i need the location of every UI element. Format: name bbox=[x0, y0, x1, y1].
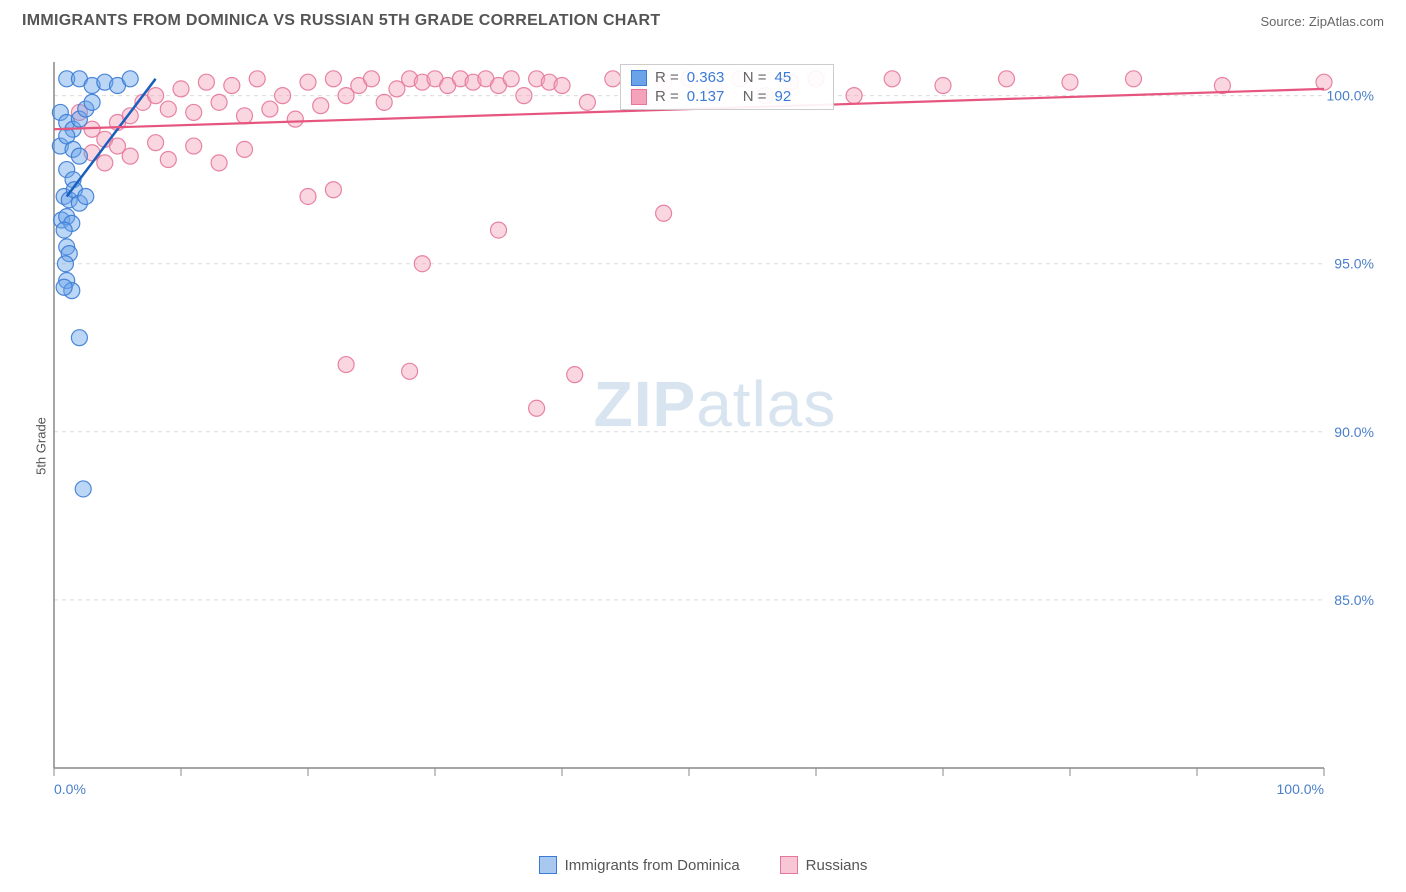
legend-swatch-russians bbox=[780, 856, 798, 874]
source-label: Source: ZipAtlas.com bbox=[1260, 14, 1384, 29]
n-value-dominica: 45 bbox=[775, 69, 823, 86]
correlation-stats-box: R = 0.363 N = 45 R = 0.137 N = 92 bbox=[620, 64, 834, 110]
y-axis-label: 5th Grade bbox=[33, 417, 48, 475]
svg-text:90.0%: 90.0% bbox=[1334, 424, 1374, 440]
r-value-dominica: 0.363 bbox=[687, 69, 735, 86]
r-label: R = bbox=[655, 88, 679, 105]
swatch-russians bbox=[631, 89, 647, 105]
n-value-russians: 92 bbox=[775, 88, 823, 105]
svg-text:100.0%: 100.0% bbox=[1327, 88, 1374, 104]
header: IMMIGRANTS FROM DOMINICA VS RUSSIAN 5TH … bbox=[0, 0, 1406, 38]
scatter-plot-svg: 85.0% 90.0% 95.0% 100.0% 0.0% 100.0% bbox=[50, 56, 1380, 796]
r-label: R = bbox=[655, 69, 679, 86]
n-label: N = bbox=[743, 69, 767, 86]
legend-item-russians: Russians bbox=[780, 856, 868, 874]
legend-label-russians: Russians bbox=[806, 857, 868, 874]
legend-label-dominica: Immigrants from Dominica bbox=[565, 857, 740, 874]
svg-text:0.0%: 0.0% bbox=[54, 781, 86, 796]
stat-row-dominica: R = 0.363 N = 45 bbox=[631, 69, 823, 86]
svg-text:95.0%: 95.0% bbox=[1334, 256, 1374, 272]
bottom-legend: Immigrants from Dominica Russians bbox=[0, 856, 1406, 874]
stat-row-russians: R = 0.137 N = 92 bbox=[631, 88, 823, 105]
chart-area: 85.0%90.0%95.0%100.0%0.0%100.0% ZIPatlas… bbox=[50, 56, 1380, 796]
legend-item-dominica: Immigrants from Dominica bbox=[539, 856, 740, 874]
chart-title: IMMIGRANTS FROM DOMINICA VS RUSSIAN 5TH … bbox=[22, 12, 660, 30]
n-label: N = bbox=[743, 88, 767, 105]
legend-swatch-dominica bbox=[539, 856, 557, 874]
r-value-russians: 0.137 bbox=[687, 88, 735, 105]
swatch-dominica bbox=[631, 70, 647, 86]
svg-text:100.0%: 100.0% bbox=[1277, 781, 1324, 796]
svg-text:85.0%: 85.0% bbox=[1334, 592, 1374, 608]
